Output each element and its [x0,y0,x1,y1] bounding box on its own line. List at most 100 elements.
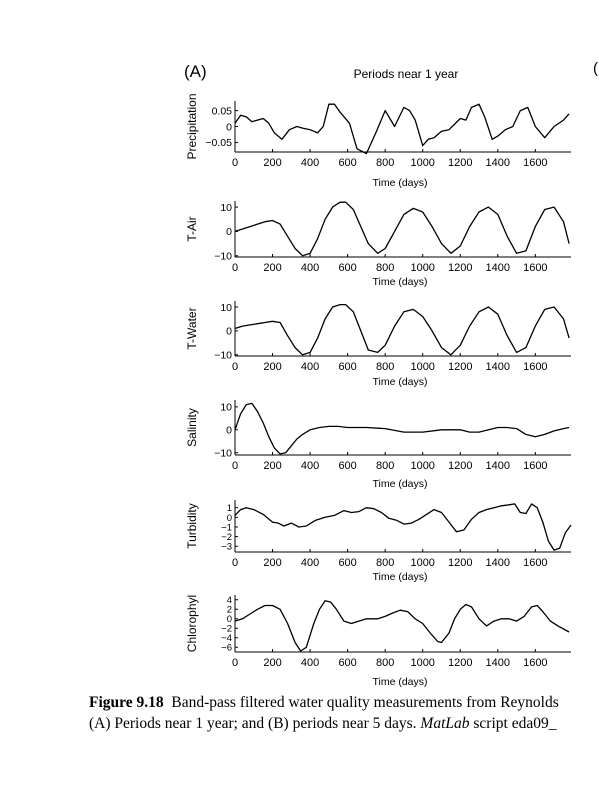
caption-matlab: MatLab [420,715,470,732]
subplot-4: 0 200 400 600 800 1000 1200 1400 160010−1−2−3Tim… [185,500,572,583]
y-axis-label: T-Air [185,216,199,241]
x-tick-label: 1400 [486,157,510,169]
x-tick-label: 1400 [486,262,510,274]
x-axis-label: Time (days) [372,676,427,688]
y-tick-label: −10 [214,447,232,459]
x-tick-label: 0 [232,460,238,472]
y-tick-label: −10 [214,251,232,263]
y-tick-label: −4 [221,633,232,644]
y-axis-label: Precipitation [185,93,199,159]
x-tick-label: 200 [263,657,281,669]
x-axis-label: Time (days) [372,177,427,189]
x-tick-label: 400 [301,262,319,274]
x-tick-label: 400 [301,157,319,169]
y-axis-label: T-Water [185,307,199,349]
y-tick-label: 2 [227,605,232,616]
y-tick-label: −6 [221,643,232,654]
x-tick-label: 0 [232,262,238,274]
x-tick-label: 0 [232,557,238,569]
caption-line2-text-b: script eda09_ [469,715,557,732]
y-tick-label: −0.05 [205,137,232,149]
y-tick-label: 0 [226,121,232,133]
x-tick-label: 1000 [410,557,434,569]
x-tick-label: 1600 [523,157,547,169]
caption-line2-text-a: (A) Periods near 1 year; and (B) periods… [89,715,421,732]
x-tick-label: 200 [263,157,281,169]
subplot-0: 0 200 400 600 800 1000 1200 1400 16000.050−0.05T… [185,93,571,189]
x-tick-label: 400 [301,460,319,472]
x-tick-label: 200 [263,460,281,472]
x-axis-label: Time (days) [372,376,427,388]
x-tick-label: 1000 [410,657,434,669]
x-tick-label: 0 [232,657,238,669]
x-tick-label: 1200 [448,557,472,569]
subplot-3: 0 200 400 600 800 1000 1200 1400 1600100−10Time … [185,400,571,490]
y-tick-label: −2 [221,532,232,543]
x-tick-label: 200 [263,557,281,569]
x-tick-label: 1400 [486,657,510,669]
x-tick-label: 1200 [448,262,472,274]
x-tick-label: 1600 [523,657,547,669]
y-tick-label: −1 [221,522,232,533]
x-tick-label: 600 [338,460,356,472]
x-tick-label: 800 [376,157,394,169]
x-tick-label: 1400 [486,460,510,472]
x-tick-label: 800 [376,361,394,373]
y-axis-label: Chlorophyl [185,595,199,652]
y-tick-label: 0 [226,226,232,238]
series-line [234,402,570,455]
caption-line-1: Figure 9.18 Band-pass filtered water qua… [89,692,599,713]
subplot-1: 0 200 400 600 800 1000 1200 1400 1600100−10Time … [185,201,571,288]
x-tick-label: 0 [232,361,238,373]
caption-figure-number: Figure 9.18 [89,694,164,711]
x-tick-label: 800 [376,557,394,569]
x-tick-label: 400 [301,657,319,669]
series-line [234,103,570,155]
figure-caption: Figure 9.18 Band-pass filtered water qua… [89,692,599,734]
y-tick-label: 10 [220,302,232,314]
caption-line-2: (A) Periods near 1 year; and (B) periods… [89,713,599,734]
panel-label: (A) [184,62,207,81]
series-line [234,600,570,652]
x-tick-label: 1000 [410,262,434,274]
y-tick-label: −3 [221,542,232,553]
y-tick-label: 4 [227,595,232,606]
x-tick-label: 600 [338,657,356,669]
x-axis-label: Time (days) [372,478,427,490]
y-tick-label: 0 [226,425,232,437]
caption-line1-text: Band-pass filtered water quality measure… [163,694,559,711]
panel-title: Periods near 1 year [354,67,459,81]
y-tick-label: 0 [226,326,232,338]
x-tick-label: 1600 [523,361,547,373]
y-tick-label: −2 [221,624,232,635]
x-tick-label: 1600 [523,557,547,569]
y-tick-label: 0.05 [212,105,233,117]
x-tick-label: 600 [338,361,356,373]
x-tick-label: 800 [376,657,394,669]
x-tick-label: 1000 [410,361,434,373]
x-tick-label: 0 [232,157,238,169]
x-axis-label: Time (days) [372,276,427,288]
x-tick-label: 800 [376,460,394,472]
subplot-2: 0 200 400 600 800 1000 1200 1400 1600100−10Time … [185,301,571,388]
x-tick-label: 1200 [448,157,472,169]
x-tick-label: 1600 [523,262,547,274]
x-tick-label: 1000 [410,460,434,472]
y-tick-label: 10 [220,202,232,214]
x-tick-label: 400 [301,361,319,373]
x-tick-label: 800 [376,262,394,274]
x-tick-label: 1200 [448,361,472,373]
y-tick-label: 1 [227,503,232,514]
x-tick-label: 400 [301,557,319,569]
x-tick-label: 200 [263,262,281,274]
x-tick-label: 1400 [486,361,510,373]
series-line [234,303,570,356]
x-axis-label: Time (days) [372,571,427,583]
y-axis-label: Salinity [185,408,199,447]
x-tick-label: 1000 [410,157,434,169]
y-tick-label: −10 [214,350,232,362]
x-tick-label: 1400 [486,557,510,569]
x-tick-label: 600 [338,557,356,569]
y-tick-label: 10 [220,402,232,414]
